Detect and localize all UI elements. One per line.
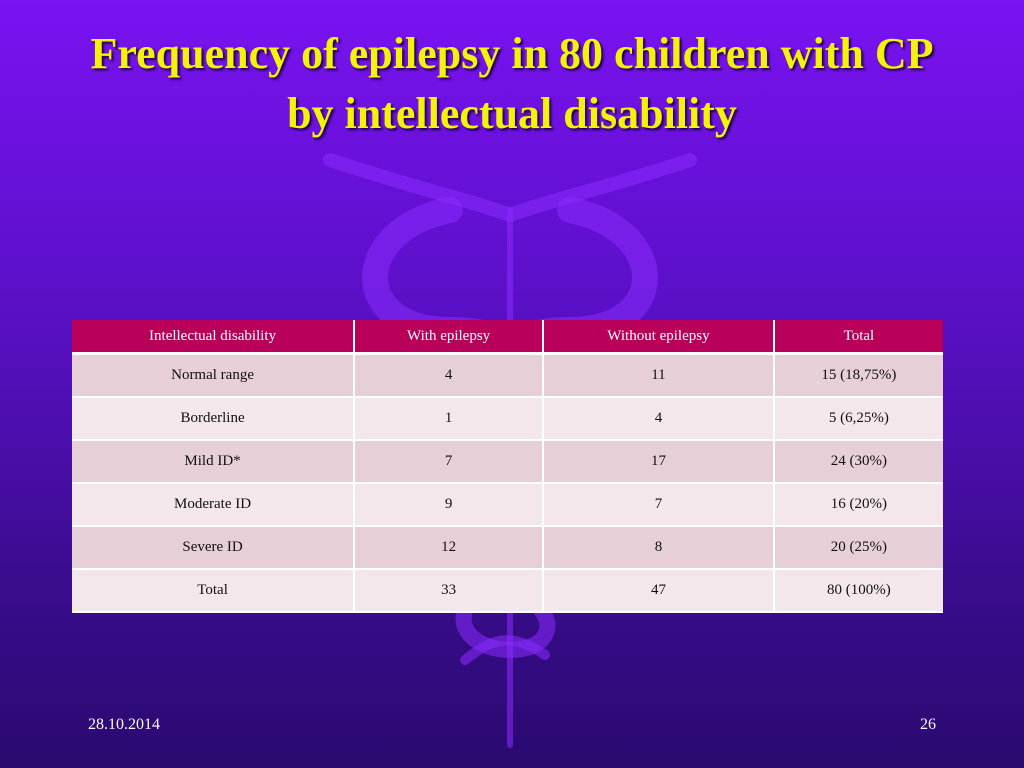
column-header-intellectual-disability: Intellectual disability (72, 320, 356, 355)
slide-page-number: 26 (920, 716, 936, 733)
column-header-total: Total (773, 320, 943, 355)
table-cell: Total (72, 569, 356, 613)
table-cell: 1 (354, 397, 545, 441)
table-header-row: Intellectual disability With epilepsy Wi… (72, 320, 943, 355)
table-cell: 11 (543, 353, 775, 398)
table-cell: 15 (18,75%) (773, 353, 943, 398)
table-cell: Normal range (72, 353, 356, 398)
table-row: Mild ID* 7 17 24 (30%) (72, 440, 943, 484)
table-cell: Severe ID (72, 526, 356, 570)
column-header-with-epilepsy: With epilepsy (354, 320, 545, 355)
table-cell: 24 (30%) (773, 440, 943, 484)
table-row: Moderate ID 9 7 16 (20%) (72, 483, 943, 527)
table-cell: 7 (543, 483, 775, 527)
table-cell: 47 (543, 569, 775, 613)
table-row: Borderline 1 4 5 (6,25%) (72, 397, 943, 441)
table-cell: 5 (6,25%) (773, 397, 943, 441)
column-header-without-epilepsy: Without epilepsy (543, 320, 775, 355)
table-cell: 12 (354, 526, 545, 570)
table-cell: 17 (543, 440, 775, 484)
table-cell: 33 (354, 569, 545, 613)
slide-date: 28.10.2014 (88, 716, 160, 733)
epilepsy-table: Intellectual disability With epilepsy Wi… (72, 320, 943, 613)
table-cell: Borderline (72, 397, 356, 441)
table-cell: Moderate ID (72, 483, 356, 527)
table-cell: 8 (543, 526, 775, 570)
table-cell: Mild ID* (72, 440, 356, 484)
table-cell: 16 (20%) (773, 483, 943, 527)
table-cell: 9 (354, 483, 545, 527)
table-row: Severe ID 12 8 20 (25%) (72, 526, 943, 570)
slide-title: Frequency of epilepsy in 80 children wit… (90, 29, 934, 138)
table-cell: 80 (100%) (773, 569, 943, 613)
table-row: Normal range 4 11 15 (18,75%) (72, 353, 943, 398)
table-cell: 4 (543, 397, 775, 441)
table-cell: 7 (354, 440, 545, 484)
table-row: Total 33 47 80 (100%) (72, 569, 943, 613)
table-cell: 20 (25%) (773, 526, 943, 570)
table-cell: 4 (354, 353, 545, 398)
